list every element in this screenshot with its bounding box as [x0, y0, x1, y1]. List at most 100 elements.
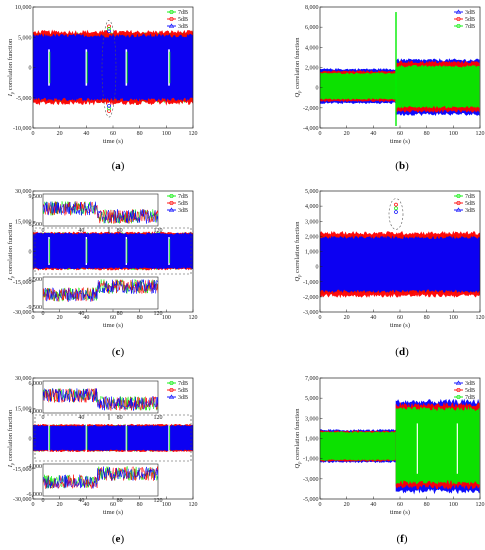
legend-label-7dB: 7dB: [178, 381, 188, 387]
legend-marker-5dB: [456, 387, 461, 392]
spike-ellipse: [101, 20, 117, 118]
inset-trace: [43, 201, 158, 225]
x-tick-label: 0: [32, 502, 35, 508]
inset-trace: [43, 466, 158, 490]
y-tick-label: 30,000: [15, 189, 32, 195]
series-band-7dB: [320, 72, 396, 101]
x-tick-label: 120: [189, 131, 198, 137]
panel-caption-b: (b): [395, 160, 409, 172]
legend-label-7dB: 7dB: [178, 194, 188, 200]
y-axis-label: Qp correlation function: [294, 221, 302, 282]
x-tick-label: 20: [57, 315, 63, 321]
y-tick-label: -5,000: [303, 497, 319, 503]
legend-marker-7dB: [456, 194, 461, 199]
spike-marker: [394, 210, 398, 214]
x-tick-label: 60: [110, 502, 116, 508]
legend-label-5dB: 5dB: [178, 388, 188, 394]
legend-label-7dB: 7dB: [178, 10, 188, 16]
y-tick-label: -15,000: [13, 467, 32, 473]
legend-label-7dB: 7dB: [465, 395, 475, 401]
inset-trace: [43, 278, 158, 302]
x-axis-label: time (s): [390, 138, 410, 145]
legend-label-7dB: 7dB: [465, 24, 475, 30]
legend-marker-5dB: [169, 387, 174, 392]
y-tick-label: -3,000: [303, 477, 319, 483]
x-tick-label: 60: [397, 502, 403, 508]
x-tick-label: 40: [83, 315, 89, 321]
x-axis-label: time (s): [103, 138, 123, 145]
y-tick-label: 15,000: [15, 406, 32, 412]
x-tick-label: 80: [424, 131, 430, 137]
series-band-3dB: [320, 235, 480, 293]
x-tick-label: 80: [137, 502, 143, 508]
legend-label-3dB: 3dB: [465, 381, 475, 387]
panel-f: 0 20 40 60 80 100 120 -5,000 -3,000 -1,000 1,000 3,…: [294, 376, 485, 545]
y-tick-label: 3,000: [305, 416, 319, 422]
inset-ytick: -9,500: [27, 305, 43, 311]
plot-area-d: [320, 202, 480, 299]
inset-trace: [43, 201, 158, 224]
legend-label-3dB: 3dB: [178, 208, 188, 214]
x-tick-label: 100: [449, 502, 458, 508]
y-tick-label: 2,000: [305, 234, 319, 240]
y-tick-label: 30,000: [15, 376, 32, 382]
plot-area-e: [33, 423, 193, 453]
x-tick-label: 20: [344, 315, 350, 321]
spike-ellipse: [388, 198, 404, 230]
spike-marker: [107, 24, 111, 29]
legend-label-5dB: 5dB: [465, 201, 475, 207]
inset-xtick: 120: [154, 498, 163, 504]
plot-area-c: [33, 231, 193, 271]
legend-label-5dB: 5dB: [178, 17, 188, 23]
strip-dashed-box: [34, 227, 192, 275]
y-tick-label: 0: [316, 86, 319, 92]
x-tick-label: 120: [476, 315, 485, 321]
inset-ytick: 9,500: [29, 194, 43, 200]
y-axis-label: Ip correlation function: [7, 222, 15, 281]
legend-marker-7dB: [456, 394, 461, 399]
panel-caption-a: (a): [112, 160, 125, 172]
x-tick-label: 40: [370, 131, 376, 137]
series-band-3dB: [33, 232, 193, 270]
inset-xtick: 120: [154, 415, 163, 421]
spike-marker: [394, 202, 398, 207]
y-axis-label: Qp correlation function: [294, 37, 302, 98]
y-tick-label: -2,000: [303, 295, 319, 301]
legend-marker-3dB: [168, 207, 175, 212]
y-tick-label: 5,000: [18, 35, 32, 41]
legend-label-3dB: 3dB: [465, 10, 475, 16]
legend-label-3dB: 3dB: [178, 24, 188, 30]
legend-marker-3dB: [455, 9, 462, 14]
y-tick-label: -2,000: [303, 106, 319, 112]
legend-label-3dB: 3dB: [465, 208, 475, 214]
x-tick-label: 40: [83, 131, 89, 137]
y-tick-label: 10,000: [15, 5, 32, 11]
x-axis-label: time (s): [390, 322, 410, 329]
y-tick-label: 6,000: [305, 25, 319, 31]
y-tick-label: 7,000: [305, 376, 319, 382]
x-tick-label: 0: [319, 131, 322, 137]
x-tick-label: 120: [189, 315, 198, 321]
panel-b: 0 20 40 60 80 100 120 -4,000 -2,000 0 2,000 4,000 6,…: [294, 5, 485, 172]
legend-marker-5dB: [169, 16, 174, 21]
inset-xtick: 80: [117, 311, 123, 317]
legend-marker-7dB: [169, 380, 174, 385]
y-tick-label: 0: [29, 250, 32, 256]
y-tick-label: 5,000: [305, 396, 319, 402]
x-tick-label: 80: [137, 131, 143, 137]
panel-a: 0 20 40 60 80 100 120 -10,000 -5,000 0 5,000 10,000…: [7, 5, 198, 172]
x-tick-label: 120: [189, 502, 198, 508]
plot-area-b: [320, 12, 480, 126]
inset-xtick: 120: [154, 311, 163, 317]
inset-xtick: 40: [78, 311, 84, 317]
y-tick-label: 2,000: [305, 66, 319, 72]
legend-marker-3dB: [168, 23, 175, 28]
